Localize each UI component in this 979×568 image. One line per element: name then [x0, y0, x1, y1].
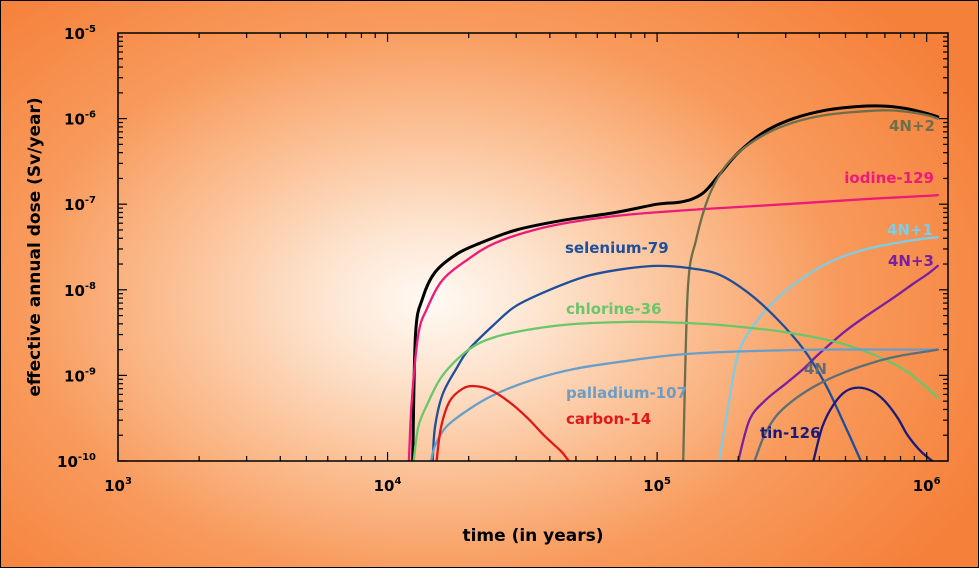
series-label-4n-3: 4N+3 — [888, 252, 934, 270]
labels-layer: 103 104 105 106 10-10 10-9 10-8 10-7 10-6 10-5 iod… — [57, 24, 941, 495]
series-label-tin-126: tin-126 — [760, 424, 821, 442]
y-tick-label: 10-9 — [64, 366, 96, 385]
y-tick-label: 10-7 — [64, 195, 96, 214]
series-label-carbon-14: carbon-14 — [566, 410, 651, 428]
series-layer — [407, 104, 940, 461]
series-label-4n: 4N — [804, 360, 827, 378]
x-tick-label: 105 — [643, 476, 671, 495]
series-label-selenium-79: selenium-79 — [565, 239, 669, 257]
series-line-palladium-107 — [429, 348, 939, 461]
x-axis-title: time (in years) — [462, 526, 603, 546]
series-line-iodine-129 — [407, 193, 939, 461]
x-tick-label: 104 — [374, 476, 402, 495]
series-label-iodine-129: iodine-129 — [844, 169, 934, 187]
ticks-layer — [117, 33, 948, 462]
series-line-4n — [753, 348, 939, 461]
y-tick-label: 10-5 — [64, 24, 96, 43]
y-tick-label: 10-10 — [57, 452, 96, 471]
x-tick-label: 106 — [913, 476, 941, 495]
series-label-4n-2: 4N+2 — [889, 117, 935, 135]
series-label-4n-1: 4N+1 — [887, 221, 933, 239]
series-line-4n-3 — [737, 264, 939, 461]
series-line-chlorine-36 — [412, 320, 939, 461]
x-tick-label: 103 — [104, 476, 132, 495]
series-line-4n-2 — [682, 109, 939, 461]
series-label-palladium-107: palladium-107 — [566, 384, 687, 402]
y-tick-label: 10-6 — [64, 110, 96, 129]
y-tick-label: 10-8 — [64, 281, 96, 300]
series-line-4n-1 — [718, 236, 939, 461]
series-line-tin-126 — [812, 386, 934, 461]
plot-frame — [117, 32, 949, 462]
series-label-chlorine-36: chlorine-36 — [566, 300, 662, 318]
series-line-carbon-14 — [435, 384, 570, 461]
series-line-total — [411, 104, 940, 461]
y-axis-title: effective annual dose (Sv/year) — [25, 97, 45, 396]
